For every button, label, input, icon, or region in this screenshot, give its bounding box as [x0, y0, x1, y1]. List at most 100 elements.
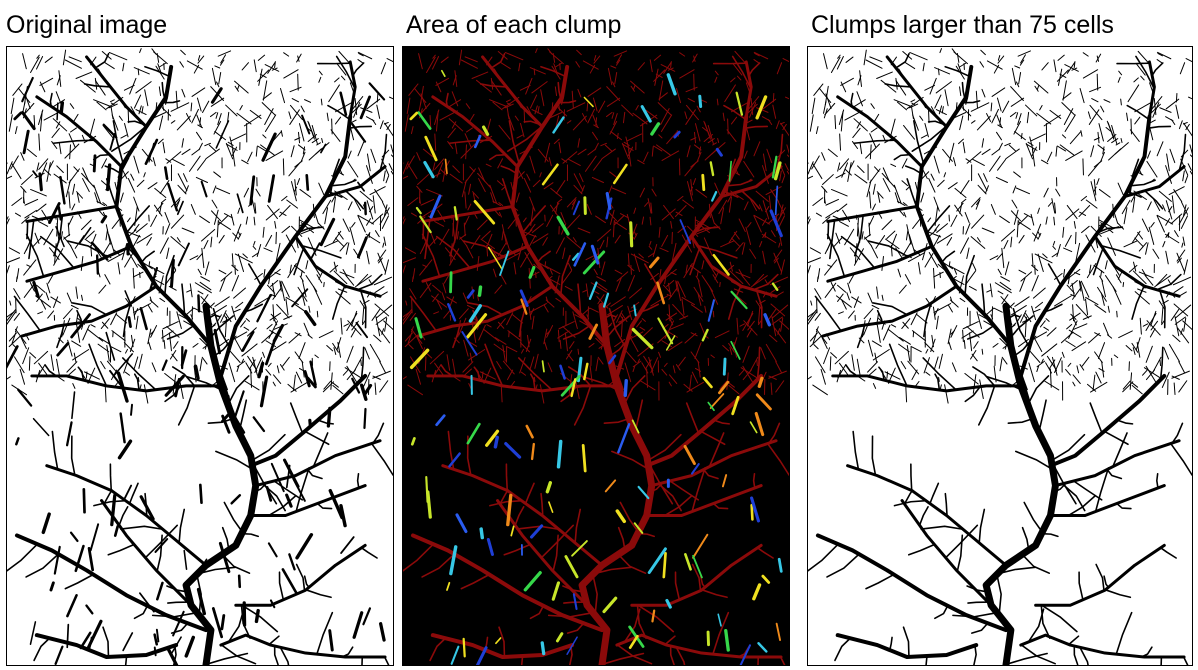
- fine-channel: [1016, 314, 1022, 323]
- fine-channel: [919, 115, 924, 121]
- fine-channel: [660, 114, 673, 132]
- fine-channel: [1055, 188, 1061, 197]
- fine-channel: [514, 115, 519, 121]
- small-clump: [55, 225, 65, 248]
- fine-channel: [852, 99, 866, 109]
- fine-channel: [549, 268, 553, 275]
- fine-channel: [1137, 288, 1147, 293]
- fine-channel: [869, 133, 877, 148]
- fine-channel: [762, 232, 767, 238]
- fine-channel: [280, 87, 286, 104]
- tributary-segment: [752, 473, 756, 489]
- tributary-segment: [731, 55, 752, 90]
- fine-channel: [272, 374, 282, 384]
- fine-channel: [933, 303, 952, 313]
- fine-channel: [1045, 216, 1048, 225]
- fine-channel: [220, 271, 233, 282]
- fine-channel: [189, 283, 193, 298]
- fine-channel: [825, 93, 832, 110]
- fine-channel: [862, 320, 866, 338]
- fine-channel: [1142, 369, 1148, 376]
- small-clump: [319, 217, 336, 247]
- fine-channel: [652, 243, 658, 257]
- fine-channel: [68, 56, 82, 63]
- fine-channel: [190, 204, 196, 215]
- fine-channel: [825, 209, 838, 219]
- small-clump: [749, 421, 758, 434]
- tributary-segment: [524, 482, 535, 505]
- small-clump: [285, 464, 291, 489]
- fine-channel: [564, 332, 568, 352]
- fine-channel: [419, 259, 433, 276]
- fine-channel: [666, 130, 678, 145]
- fine-channel: [1182, 320, 1192, 331]
- fine-channel: [66, 292, 73, 304]
- fine-channel: [658, 226, 661, 238]
- fine-channel: [85, 230, 95, 240]
- small-clump: [728, 160, 732, 182]
- small-clump: [285, 493, 293, 508]
- fine-channel: [38, 133, 41, 151]
- fine-channel: [119, 212, 121, 227]
- fine-channel: [592, 97, 598, 112]
- tributary-segment: [592, 577, 598, 617]
- fine-channel: [531, 315, 535, 330]
- tributary-segment: [1028, 375, 1050, 404]
- tributary-segment: [1079, 646, 1089, 665]
- fine-channel: [882, 134, 886, 142]
- fine-channel: [290, 381, 308, 393]
- tributary-segment: [624, 375, 646, 404]
- tributary-segment: [756, 546, 774, 559]
- fine-channel: [1017, 215, 1028, 226]
- fine-channel: [597, 228, 612, 242]
- fine-channel: [1090, 225, 1102, 237]
- fine-channel: [753, 51, 769, 60]
- tributary-segment: [51, 430, 59, 471]
- fine-channel: [903, 211, 907, 218]
- fine-channel: [1179, 62, 1186, 75]
- fine-channel: [649, 216, 652, 226]
- fine-channel: [124, 371, 131, 376]
- fine-channel: [1017, 113, 1022, 126]
- fine-channel: [1181, 201, 1188, 215]
- fine-channel: [716, 98, 719, 106]
- small-clump: [560, 375, 581, 397]
- small-clump: [523, 571, 542, 592]
- fine-channel: [863, 308, 874, 320]
- fine-channel: [906, 224, 912, 245]
- fine-channel: [567, 158, 581, 166]
- small-clump: [473, 199, 496, 225]
- tributary-segment: [1112, 432, 1128, 468]
- fine-channel: [1013, 120, 1021, 135]
- fine-channel: [225, 312, 232, 323]
- fine-channel: [254, 202, 257, 214]
- fine-channel: [443, 274, 450, 284]
- tributary-segment: [289, 402, 304, 434]
- fine-channel: [927, 217, 932, 223]
- fine-channel: [165, 158, 172, 163]
- small-clump: [724, 628, 730, 652]
- fine-channel: [502, 345, 506, 362]
- fine-channel: [1032, 287, 1046, 299]
- fine-channel: [1061, 351, 1065, 358]
- fine-channel: [1111, 262, 1120, 276]
- fine-channel: [299, 219, 315, 229]
- fine-channel: [657, 102, 672, 116]
- fine-channel: [633, 85, 636, 90]
- fine-channel: [1145, 242, 1149, 255]
- fine-channel: [615, 59, 621, 66]
- fine-channel: [694, 367, 702, 372]
- main-network: [403, 48, 789, 665]
- fine-channel: [350, 328, 357, 338]
- fine-channel: [839, 133, 842, 151]
- fine-channel: [743, 201, 749, 211]
- fine-channel: [896, 101, 908, 111]
- small-clump: [305, 173, 310, 191]
- fine-channel: [139, 48, 142, 54]
- fine-channel: [521, 348, 524, 354]
- fine-channel: [859, 142, 863, 155]
- fine-channel: [439, 228, 450, 246]
- fine-channel: [239, 105, 243, 111]
- tributary-segment: [1115, 611, 1133, 655]
- fine-channel: [1021, 375, 1028, 391]
